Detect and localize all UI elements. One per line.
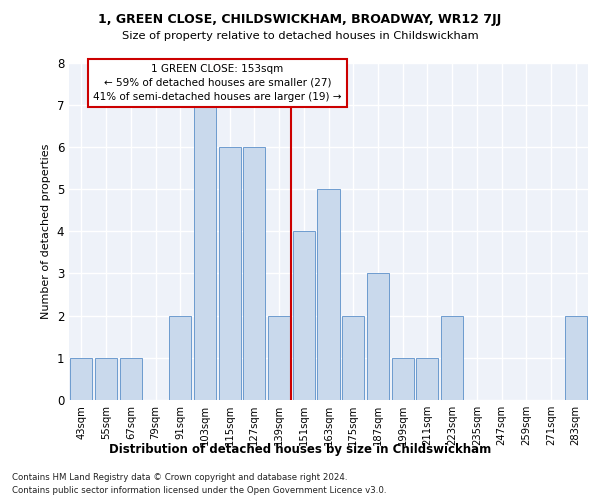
Text: Contains HM Land Registry data © Crown copyright and database right 2024.: Contains HM Land Registry data © Crown c…: [12, 472, 347, 482]
Bar: [441, 316, 463, 400]
Text: Size of property relative to detached houses in Childswickham: Size of property relative to detached ho…: [122, 31, 478, 41]
Bar: [169, 316, 191, 400]
Bar: [119, 358, 142, 400]
Bar: [342, 316, 364, 400]
Bar: [317, 189, 340, 400]
Bar: [70, 358, 92, 400]
Text: 1 GREEN CLOSE: 153sqm
← 59% of detached houses are smaller (27)
41% of semi-deta: 1 GREEN CLOSE: 153sqm ← 59% of detached …: [93, 64, 341, 102]
Y-axis label: Number of detached properties: Number of detached properties: [41, 144, 51, 319]
Bar: [95, 358, 117, 400]
Bar: [416, 358, 439, 400]
Text: 1, GREEN CLOSE, CHILDSWICKHAM, BROADWAY, WR12 7JJ: 1, GREEN CLOSE, CHILDSWICKHAM, BROADWAY,…: [98, 12, 502, 26]
Bar: [268, 316, 290, 400]
Bar: [367, 274, 389, 400]
Bar: [565, 316, 587, 400]
Bar: [392, 358, 414, 400]
Bar: [243, 147, 265, 400]
Text: Contains public sector information licensed under the Open Government Licence v3: Contains public sector information licen…: [12, 486, 386, 495]
Bar: [218, 147, 241, 400]
Bar: [194, 104, 216, 400]
Text: Distribution of detached houses by size in Childswickham: Distribution of detached houses by size …: [109, 442, 491, 456]
Bar: [293, 231, 315, 400]
